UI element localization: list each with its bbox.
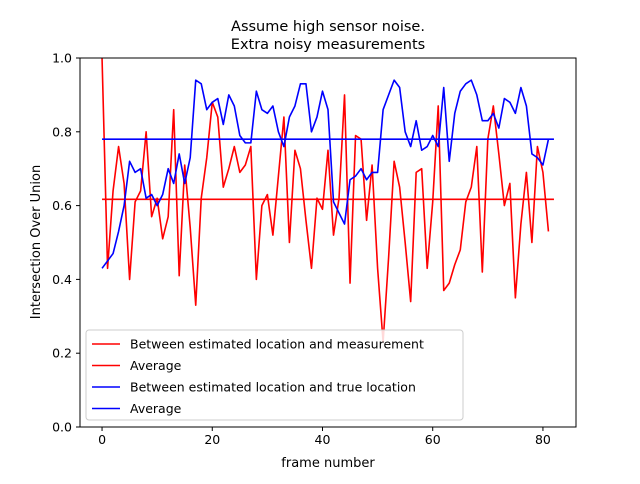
legend-label-3: Between estimated location and true loca… xyxy=(130,380,416,395)
y-tick-label: 0.4 xyxy=(52,272,72,287)
x-axis-label: frame number xyxy=(281,456,375,471)
series-line-1 xyxy=(101,57,550,343)
y-tick-label: 1.0 xyxy=(52,51,72,66)
y-tick-label: 0.2 xyxy=(52,346,72,361)
chart-subtitle: Extra noisy measurements xyxy=(231,37,425,53)
x-tick-label: 60 xyxy=(425,432,441,447)
legend-label-1: Between estimated location and measureme… xyxy=(130,337,424,352)
legend-label-4: Average xyxy=(130,401,182,416)
axes-frame xyxy=(79,57,577,428)
y-axis-label: Intersection Over Union xyxy=(29,165,44,319)
legend-label-2: Average xyxy=(130,358,182,373)
chart-title: Assume high sensor noise. xyxy=(231,19,425,35)
series-layer xyxy=(101,57,554,343)
series-line-3 xyxy=(101,79,550,269)
x-tick-label: 80 xyxy=(535,432,551,447)
x-tick-label: 40 xyxy=(315,432,331,447)
axes-layer: 0 20 40 60 80 0.0 0.2 0.4 0.6 0.8 1.0 xyxy=(52,51,577,447)
y-tick-label: 0.8 xyxy=(52,124,72,139)
y-tick-label: 0.6 xyxy=(52,198,72,213)
x-tick-label: 0 xyxy=(98,432,106,447)
y-tick-label: 0.0 xyxy=(52,420,72,435)
legend-box xyxy=(85,329,464,421)
legend: Between estimated location and measureme… xyxy=(85,329,464,421)
x-tick-label: 20 xyxy=(204,432,220,447)
